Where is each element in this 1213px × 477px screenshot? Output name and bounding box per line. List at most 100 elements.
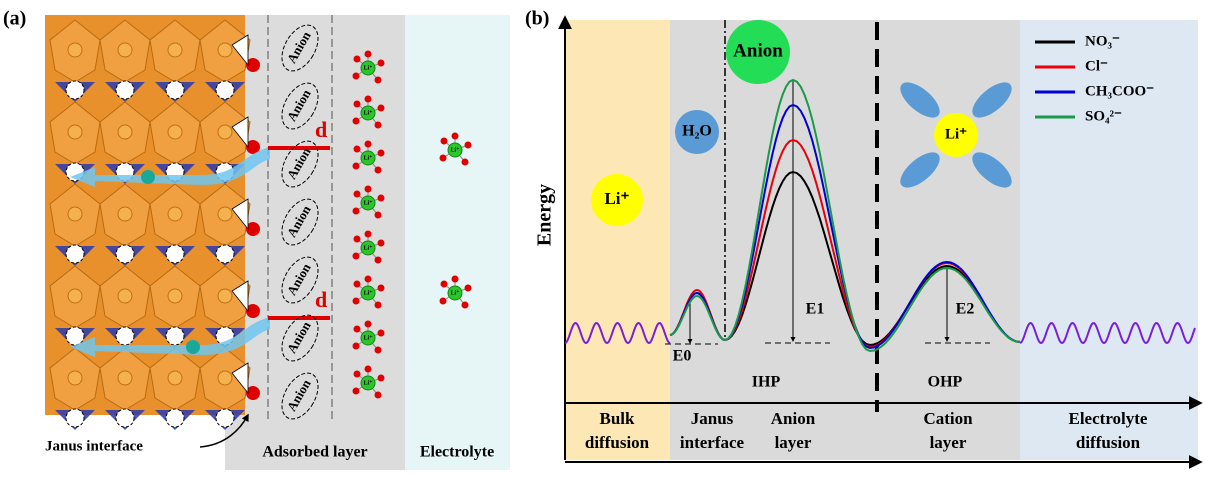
- water-o: [352, 72, 360, 80]
- li-ion: [141, 170, 155, 184]
- water-o: [353, 325, 361, 333]
- li-sphere: [360, 195, 376, 211]
- bubble-label: Anion: [733, 40, 783, 61]
- water-o: [364, 365, 372, 373]
- atom: [117, 370, 133, 386]
- region-label: Adsorbed layer: [262, 444, 367, 461]
- surface-o: [246, 386, 260, 400]
- bubble-label: Li⁺: [945, 126, 967, 142]
- water-o: [352, 162, 360, 170]
- li-sphere: [360, 285, 376, 301]
- anion-ellipse: [281, 198, 319, 246]
- energy-curve: [669, 103, 1021, 350]
- water-o: [451, 132, 459, 140]
- water-o: [353, 145, 361, 153]
- water-o: [364, 95, 372, 103]
- water-o: [377, 239, 385, 247]
- li-label: Li⁺: [364, 64, 373, 71]
- vacancy: [115, 408, 135, 428]
- vacancy: [165, 244, 185, 264]
- d-label: d: [315, 287, 327, 312]
- li-sphere: [360, 60, 376, 76]
- panel-b: NO₃⁻ Cl⁻ CH₃COO⁻ SO₄²⁻ (b) Energy Anion H₂O Li⁺ L…: [525, 8, 1196, 452]
- energy-label: E2: [956, 301, 975, 318]
- li-label: Li⁺: [364, 289, 373, 296]
- legend-label: Cl⁻: [1085, 58, 1108, 74]
- water-o: [352, 207, 360, 215]
- anion-ellipse: [281, 140, 319, 188]
- edge: [231, 116, 249, 149]
- wave: [564, 322, 671, 345]
- water-o: [440, 137, 448, 145]
- d-label: d: [315, 117, 327, 142]
- water-o: [374, 76, 382, 84]
- atom: [167, 370, 183, 386]
- water-o: [353, 370, 361, 378]
- water-o: [377, 59, 385, 67]
- panel-b-art: [558, 15, 1203, 469]
- atom: [217, 370, 233, 386]
- li-sphere: [360, 150, 376, 166]
- vacancy: [65, 80, 85, 100]
- atom: [167, 124, 183, 140]
- legend-label: SO₄²⁻: [1085, 108, 1122, 124]
- region-label: Cation: [923, 409, 973, 428]
- vacancy: [65, 326, 85, 346]
- water-o: [464, 284, 472, 292]
- water-o: [451, 275, 459, 283]
- edge: [231, 280, 249, 313]
- bubble-label: H₂O: [682, 123, 712, 140]
- water-o: [352, 117, 360, 125]
- atom: [117, 288, 133, 304]
- plane-label: IHP: [752, 374, 781, 391]
- water-o: [353, 100, 361, 108]
- atom: [117, 206, 133, 222]
- li-sphere: [360, 375, 376, 391]
- atom: [67, 370, 83, 386]
- water-o: [364, 320, 372, 328]
- water-o: [374, 211, 382, 219]
- region-label: diffusion: [585, 433, 650, 452]
- water-o: [377, 374, 385, 382]
- vacancy: [165, 408, 185, 428]
- li-sphere: [360, 330, 376, 346]
- li-sphere: [360, 240, 376, 256]
- edge: [231, 362, 249, 395]
- vacancy: [165, 326, 185, 346]
- water-o: [352, 252, 360, 260]
- vacancy: [65, 244, 85, 264]
- vacancy: [215, 408, 235, 428]
- water-o: [374, 256, 382, 264]
- water-o: [353, 190, 361, 198]
- water-o: [352, 342, 360, 350]
- li-label: Li⁺: [364, 379, 373, 386]
- li-label: Li⁺: [364, 334, 373, 341]
- water-o: [439, 154, 447, 162]
- li-path-arrow: [70, 147, 270, 187]
- y-axis-label: Energy: [534, 184, 556, 246]
- water-o: [461, 301, 469, 309]
- edge: [231, 198, 249, 231]
- anion-ellipse: [281, 372, 319, 420]
- region-label: layer: [775, 433, 812, 452]
- water-o: [461, 158, 469, 166]
- panel-a: ddAnionAnionAnionAnionAnionAnionAnionLi⁺…: [3, 8, 494, 461]
- region-label: Janus interface: [45, 438, 143, 454]
- anion-ellipse: [281, 24, 319, 72]
- vacancy: [215, 80, 235, 100]
- surface-o: [246, 58, 260, 72]
- li-label: Li⁺: [364, 244, 373, 251]
- atom: [217, 124, 233, 140]
- region-label: Electrolyte: [420, 444, 494, 461]
- anion-ellipse: [281, 314, 319, 362]
- water-o: [440, 280, 448, 288]
- atom: [217, 206, 233, 222]
- energy-label: E0: [673, 348, 692, 365]
- bubble-label: Li⁺: [604, 189, 629, 208]
- water-o: [374, 121, 382, 129]
- legend-label: CH₃COO⁻: [1085, 83, 1154, 99]
- pointer: [199, 413, 249, 448]
- water-o: [364, 50, 372, 58]
- water-o: [374, 166, 382, 174]
